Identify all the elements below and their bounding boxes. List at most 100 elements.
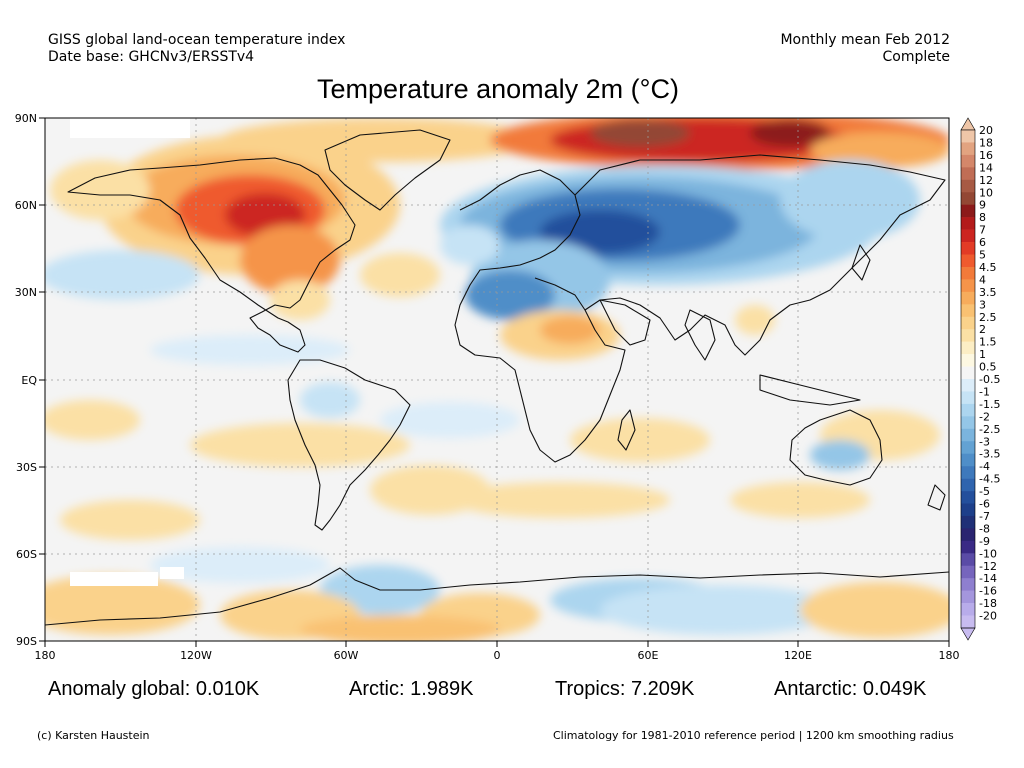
- colorbar-arrow-min: [960, 627, 976, 641]
- climatology-note: Climatology for 1981-2010 reference peri…: [553, 729, 954, 742]
- colorbar-label: 3.5: [979, 286, 997, 299]
- completeness-label: Complete: [882, 49, 950, 65]
- lat-label: 90S: [16, 635, 37, 648]
- colorbar-swatch: [961, 553, 975, 567]
- colorbar-label: -2: [979, 410, 990, 423]
- colorbar-swatch: [961, 590, 975, 604]
- colorbar-label: -0.5: [979, 373, 1000, 386]
- colorbar-swatch: [961, 354, 975, 367]
- lon-label: 120E: [784, 649, 812, 662]
- colorbar-label: -6: [979, 498, 990, 511]
- colorbar-swatch: [961, 441, 975, 454]
- colorbar: 201816141210987654.543.532.521.510.5-0.5…: [960, 117, 1000, 641]
- colorbar-swatch: [961, 167, 975, 181]
- new-zealand-outline: [927, 484, 946, 511]
- colorbar-arrow-max: [960, 117, 976, 131]
- colorbar-swatch: [961, 142, 975, 156]
- colorbar-label: 18: [979, 136, 993, 149]
- colorbar-swatch: [961, 291, 975, 305]
- header-left: GISS global land-ocean temperature index…: [48, 32, 345, 66]
- arabia-outline: [599, 299, 651, 346]
- colorbar-label: 9: [979, 199, 986, 212]
- latitude-axis: 90N 60N 30N EQ 30S 60S 90S: [15, 112, 45, 648]
- colorbar-swatch: [961, 266, 975, 280]
- colorbar-label: 8: [979, 211, 986, 224]
- japan-outline: [851, 244, 871, 281]
- map-title: Temperature anomaly 2m (°C): [317, 74, 679, 104]
- australia-outline: [789, 409, 883, 486]
- colorbar-swatch: [961, 341, 975, 355]
- map-plot-area: [44, 117, 950, 642]
- colorbar-swatch: [961, 316, 975, 330]
- colorbar-label: 2: [979, 323, 986, 336]
- graticule: [45, 118, 949, 641]
- coastlines: [45, 129, 949, 626]
- colorbar-label: -1: [979, 385, 990, 398]
- colorbar-label: 10: [979, 186, 993, 199]
- colorbar-label: -5: [979, 485, 990, 498]
- colorbar-swatch: [961, 453, 975, 467]
- colorbar-swatch: [961, 578, 975, 591]
- longitude-axis: 180 120W 60W 0 60E 120E 180: [35, 641, 960, 662]
- india-outline: [684, 309, 716, 361]
- colorbar-swatch: [961, 192, 975, 205]
- colorbar-label: -4: [979, 460, 990, 473]
- lat-label: 30S: [16, 461, 37, 474]
- colorbar-swatch: [961, 466, 975, 479]
- lon-label: 60E: [638, 649, 659, 662]
- colorbar-label: -2.5: [979, 423, 1000, 436]
- asia-outline: [574, 154, 946, 356]
- south-america-outline: [287, 359, 411, 531]
- lat-label: 90N: [15, 112, 37, 125]
- colorbar-label: -7: [979, 510, 990, 523]
- arctic-anomaly-stat: Arctic: 1.989K: [349, 678, 474, 700]
- colorbar-label: -20: [979, 610, 997, 623]
- tropics-anomaly-stat: Tropics: 7.209K: [555, 678, 695, 700]
- colorbar-label: 4.5: [979, 261, 997, 274]
- lon-label: 180: [939, 649, 960, 662]
- colorbar-label: 4: [979, 273, 986, 286]
- colorbar-label: 1.5: [979, 336, 997, 349]
- indonesia-outline: [759, 374, 861, 406]
- colorbar-swatch: [961, 329, 975, 342]
- global-anomaly-stat: Anomaly global: 0.010K: [48, 678, 260, 700]
- lon-label: 60W: [334, 649, 359, 662]
- lat-label: EQ: [21, 374, 37, 387]
- colorbar-swatch: [961, 179, 975, 193]
- colorbar-swatch: [961, 615, 975, 629]
- colorbar-swatch: [961, 565, 975, 579]
- period-label: Monthly mean Feb 2012: [780, 32, 950, 48]
- colorbar-label: -3: [979, 435, 990, 448]
- colorbar-label: -9: [979, 535, 990, 548]
- colorbar-swatch: [961, 391, 975, 405]
- colorbar-swatch: [961, 515, 975, 529]
- lat-label: 30N: [15, 286, 37, 299]
- colorbar-label: 5: [979, 249, 986, 262]
- dataset-title: GISS global land-ocean temperature index: [48, 32, 346, 48]
- colorbar-swatch: [961, 540, 975, 554]
- antarctic-anomaly-stat: Antarctic: 0.049K: [774, 678, 927, 700]
- colorbar-label: -8: [979, 522, 990, 535]
- colorbar-label: -18: [979, 597, 997, 610]
- colorbar-swatch: [961, 503, 975, 517]
- lat-label: 60S: [16, 548, 37, 561]
- colorbar-label: 3: [979, 298, 986, 311]
- copyright: (c) Karsten Haustein: [37, 729, 150, 742]
- colorbar-swatch: [961, 242, 975, 255]
- colorbar-label: 2.5: [979, 311, 997, 324]
- colorbar-swatch: [961, 229, 975, 243]
- colorbar-label: 1: [979, 348, 986, 361]
- antarctica-outline: [45, 567, 949, 626]
- lon-label: 120W: [180, 649, 212, 662]
- colorbar-label: 0.5: [979, 361, 997, 374]
- lon-label: 0: [494, 649, 501, 662]
- colorbar-swatch: [961, 428, 975, 442]
- colorbar-swatch: [961, 379, 975, 392]
- colorbar-label: 6: [979, 236, 986, 249]
- colorbar-swatch: [961, 491, 975, 504]
- colorbar-label: -3.5: [979, 448, 1000, 461]
- north-america-outline: [67, 157, 356, 353]
- colorbar-label: -12: [979, 560, 997, 573]
- dataset-base: Date base: GHCNv3/ERSSTv4: [48, 49, 255, 65]
- colorbar-swatch: [961, 603, 975, 616]
